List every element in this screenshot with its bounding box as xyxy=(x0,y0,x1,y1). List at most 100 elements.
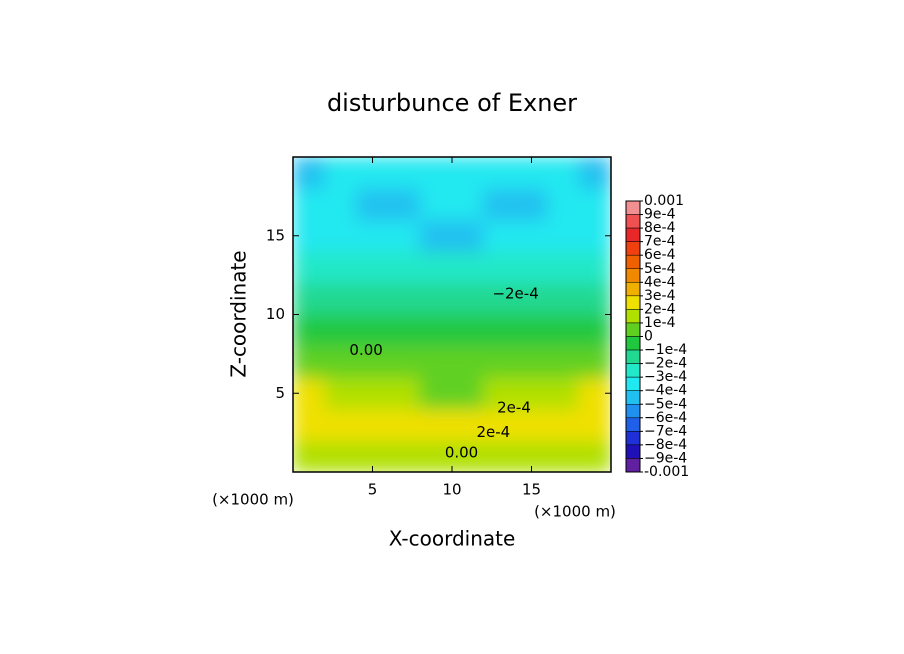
colorbar-label: −5e-4 xyxy=(644,396,687,412)
colorbar-label: −3e-4 xyxy=(644,369,687,385)
colorbar-swatch xyxy=(625,268,641,283)
colorbar-swatch xyxy=(625,200,641,215)
cell xyxy=(356,188,389,221)
cell xyxy=(578,345,611,378)
colorbar-label: −1e-4 xyxy=(644,342,687,358)
colorbar-swatch xyxy=(625,227,641,242)
cell xyxy=(483,188,517,221)
cell xyxy=(387,377,421,410)
colorbar-swatch xyxy=(625,431,641,446)
colorbar-frame xyxy=(625,200,641,473)
cell xyxy=(546,440,580,472)
chart-title: disturbunce of Exner xyxy=(327,89,577,117)
y-tick-label: 10 xyxy=(266,305,285,323)
contour-label: −2e-4 xyxy=(492,285,538,303)
cell xyxy=(356,314,389,347)
cell xyxy=(546,345,580,378)
cell xyxy=(483,408,517,441)
cell xyxy=(546,157,580,189)
cell xyxy=(546,188,580,221)
y-tick-label: 15 xyxy=(266,226,285,244)
cell xyxy=(387,219,421,252)
cell xyxy=(419,219,453,252)
cell xyxy=(293,282,326,315)
cell xyxy=(387,408,421,441)
cell xyxy=(324,377,358,410)
cell xyxy=(387,251,421,284)
cell xyxy=(578,251,611,284)
cell xyxy=(324,440,358,472)
cell xyxy=(578,408,611,441)
cell xyxy=(387,282,421,315)
cell xyxy=(515,408,548,441)
colorbar-label: −7e-4 xyxy=(644,423,687,439)
cell xyxy=(324,157,358,189)
cell xyxy=(356,408,389,441)
colorbar-swatch xyxy=(625,282,641,297)
cell xyxy=(387,440,421,472)
colorbar-swatch xyxy=(625,349,641,364)
cell xyxy=(515,188,548,221)
colorbar-swatch xyxy=(625,404,641,419)
cell xyxy=(451,188,485,221)
cell xyxy=(324,408,358,441)
cell xyxy=(293,157,326,189)
x-tick-label: 10 xyxy=(442,481,461,499)
cell xyxy=(356,219,389,252)
colorbar-swatch xyxy=(625,458,641,473)
colorbar-label: 4e-4 xyxy=(644,274,676,290)
cell xyxy=(451,408,485,441)
colorbar-swatch xyxy=(625,322,641,337)
colorbar-label: 7e-4 xyxy=(644,234,676,250)
colorbar-label: −4e-4 xyxy=(644,383,687,399)
cell xyxy=(515,314,548,347)
cell xyxy=(515,219,548,252)
cell xyxy=(419,188,453,221)
colorbar-swatch xyxy=(625,295,641,310)
colorbar-label: 1e-4 xyxy=(644,315,676,331)
colorbar-swatch xyxy=(625,254,641,269)
colorbar-label: 0 xyxy=(644,329,653,345)
cell xyxy=(483,345,517,378)
cell xyxy=(387,188,421,221)
cell xyxy=(515,377,548,410)
cell xyxy=(293,345,326,378)
cell xyxy=(356,251,389,284)
cell xyxy=(451,440,485,472)
cell xyxy=(451,251,485,284)
cell xyxy=(578,282,611,315)
cell xyxy=(578,440,611,472)
cell xyxy=(293,251,326,284)
cell xyxy=(356,282,389,315)
cell xyxy=(293,314,326,347)
cell xyxy=(578,157,611,189)
colorbar-label: 8e-4 xyxy=(644,220,676,236)
colorbar-label: −8e-4 xyxy=(644,437,687,453)
cell xyxy=(324,282,358,315)
x-tick-label: 5 xyxy=(368,481,378,499)
cell xyxy=(387,157,421,189)
colorbar-label: −2e-4 xyxy=(644,356,687,372)
cell xyxy=(356,345,389,378)
colorbar-swatch xyxy=(625,309,641,324)
cell xyxy=(419,440,453,472)
cell xyxy=(324,188,358,221)
contour-label: 2e-4 xyxy=(476,423,510,441)
colorbar-label: 6e-4 xyxy=(644,247,676,263)
colorbar-label: −9e-4 xyxy=(644,450,687,466)
cell xyxy=(483,157,517,189)
cell xyxy=(419,314,453,347)
contour-label: 2e-4 xyxy=(497,399,531,417)
colorbar-swatch xyxy=(625,390,641,405)
cell xyxy=(451,345,485,378)
cell xyxy=(356,377,389,410)
colorbar-swatch xyxy=(625,417,641,432)
colorbar-label: -0.001 xyxy=(644,464,689,480)
cell xyxy=(483,219,517,252)
cell xyxy=(324,251,358,284)
cell xyxy=(419,157,453,189)
contour-label: 0.00 xyxy=(445,444,478,462)
colorbar-label: 2e-4 xyxy=(644,301,676,317)
y-tick-label: 5 xyxy=(275,384,285,402)
colorbar-label: 9e-4 xyxy=(644,207,676,223)
